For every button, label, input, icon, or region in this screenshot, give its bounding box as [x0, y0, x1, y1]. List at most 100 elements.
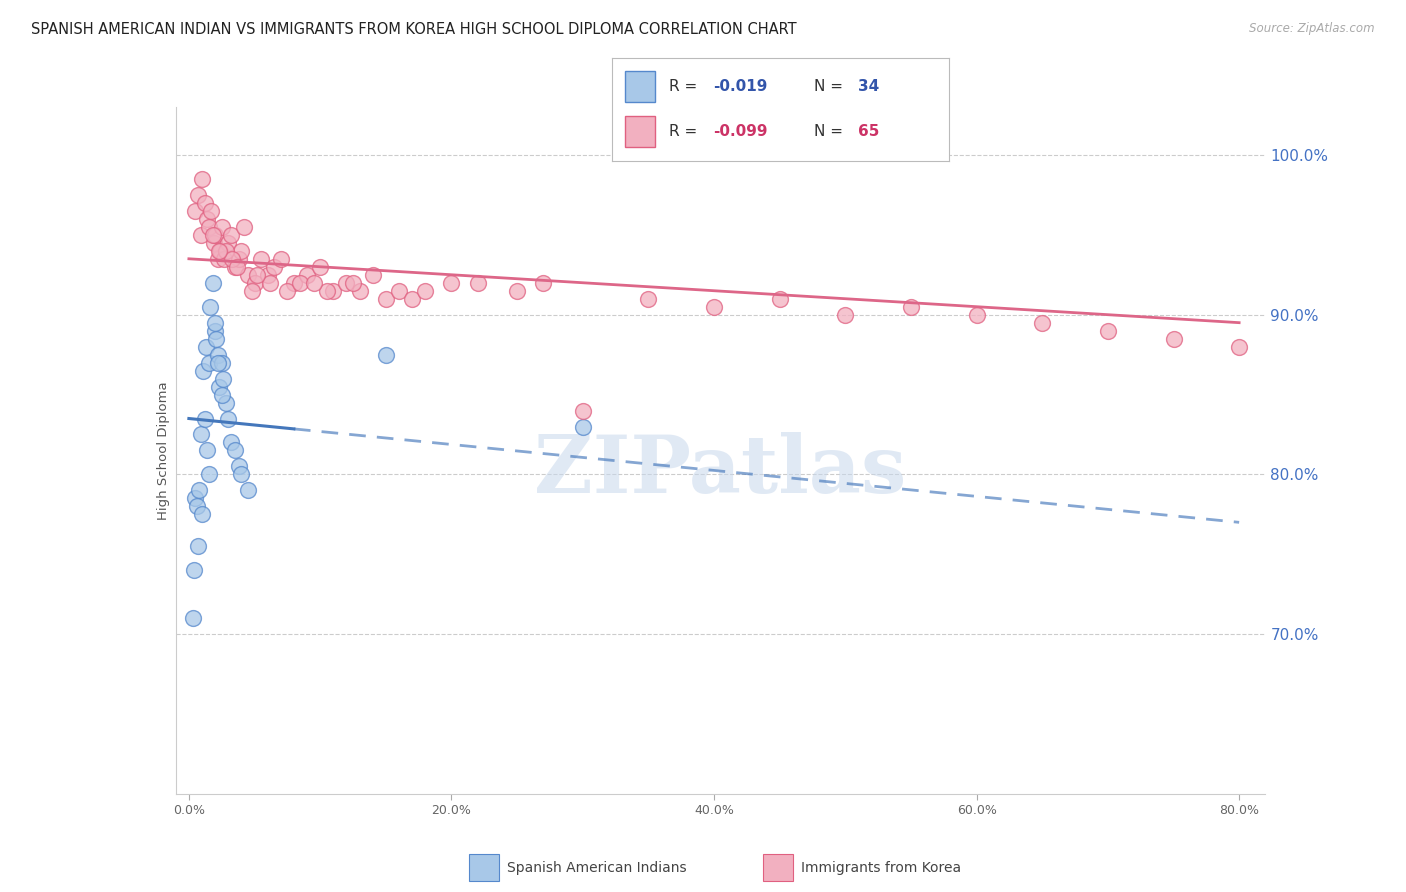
Point: [193, 363, 215, 377]
Point: [966, 308, 988, 322]
Point: [290, 276, 312, 290]
Point: [198, 300, 221, 314]
Text: R =: R =: [669, 124, 697, 139]
Point: [221, 252, 243, 266]
Point: [243, 276, 266, 290]
Point: [236, 483, 259, 498]
Point: [374, 292, 396, 306]
Point: [187, 539, 209, 553]
Point: [1031, 316, 1053, 330]
Text: Immigrants from Korea: Immigrants from Korea: [800, 861, 960, 875]
Point: [302, 276, 325, 290]
Point: [571, 403, 593, 417]
Point: [276, 284, 298, 298]
Point: [195, 211, 218, 226]
Point: [212, 371, 235, 385]
Point: [250, 252, 273, 266]
Point: [214, 244, 236, 258]
Point: [219, 227, 242, 242]
Point: [191, 508, 214, 522]
Point: [197, 467, 219, 482]
Point: [214, 252, 236, 266]
Point: [197, 356, 219, 370]
Point: [194, 195, 217, 210]
Point: [194, 340, 217, 354]
Point: [361, 268, 384, 282]
Point: [309, 260, 332, 274]
Point: [226, 260, 249, 274]
Point: [190, 227, 212, 242]
Point: [571, 419, 593, 434]
Point: [315, 284, 337, 298]
Point: [236, 268, 259, 282]
Point: [217, 235, 239, 250]
Point: [401, 292, 423, 306]
Text: 65: 65: [858, 124, 879, 139]
Point: [201, 276, 224, 290]
Point: [263, 260, 285, 274]
Point: [184, 491, 207, 506]
FancyBboxPatch shape: [626, 117, 655, 147]
Text: ZIPatlas: ZIPatlas: [534, 432, 907, 510]
Text: Spanish American Indians: Spanish American Indians: [506, 861, 686, 875]
Point: [186, 500, 208, 514]
Point: [335, 276, 357, 290]
Point: [413, 284, 436, 298]
Point: [440, 276, 463, 290]
Text: -0.099: -0.099: [713, 124, 768, 139]
Text: Source: ZipAtlas.com: Source: ZipAtlas.com: [1250, 22, 1375, 36]
Text: R =: R =: [669, 79, 697, 95]
Point: [1163, 332, 1185, 346]
Point: [231, 467, 253, 482]
Point: [211, 219, 233, 234]
Text: N =: N =: [814, 79, 844, 95]
Point: [200, 203, 222, 218]
Point: [195, 443, 218, 458]
Point: [349, 284, 371, 298]
Point: [342, 276, 364, 290]
Point: [187, 187, 209, 202]
Text: N =: N =: [814, 124, 844, 139]
Point: [506, 284, 529, 298]
Point: [834, 308, 856, 322]
Point: [769, 292, 792, 306]
Point: [202, 235, 225, 250]
Point: [283, 276, 305, 290]
Point: [231, 244, 253, 258]
Point: [703, 300, 725, 314]
Point: [240, 284, 263, 298]
Point: [467, 276, 489, 290]
Y-axis label: High School Diploma: High School Diploma: [157, 381, 170, 520]
Point: [211, 356, 233, 370]
Point: [219, 435, 242, 450]
Point: [295, 268, 318, 282]
Point: [191, 172, 214, 186]
Point: [207, 356, 229, 370]
Point: [205, 332, 228, 346]
Point: [194, 411, 217, 425]
Point: [531, 276, 554, 290]
Text: SPANISH AMERICAN INDIAN VS IMMIGRANTS FROM KOREA HIGH SCHOOL DIPLOMA CORRELATION: SPANISH AMERICAN INDIAN VS IMMIGRANTS FR…: [31, 22, 797, 37]
Point: [204, 227, 226, 242]
Point: [211, 387, 233, 401]
Point: [188, 483, 211, 498]
Point: [204, 316, 226, 330]
Point: [224, 443, 246, 458]
Point: [900, 300, 922, 314]
FancyBboxPatch shape: [626, 71, 655, 102]
Point: [217, 411, 239, 425]
Point: [259, 276, 281, 290]
Point: [208, 379, 231, 393]
Point: [1097, 324, 1119, 338]
Point: [207, 252, 229, 266]
FancyBboxPatch shape: [763, 855, 793, 881]
Point: [1227, 340, 1250, 354]
Point: [184, 203, 207, 218]
Point: [637, 292, 659, 306]
Point: [190, 427, 212, 442]
Point: [233, 219, 256, 234]
FancyBboxPatch shape: [470, 855, 499, 881]
Point: [204, 324, 226, 338]
Point: [208, 244, 231, 258]
Point: [224, 260, 246, 274]
